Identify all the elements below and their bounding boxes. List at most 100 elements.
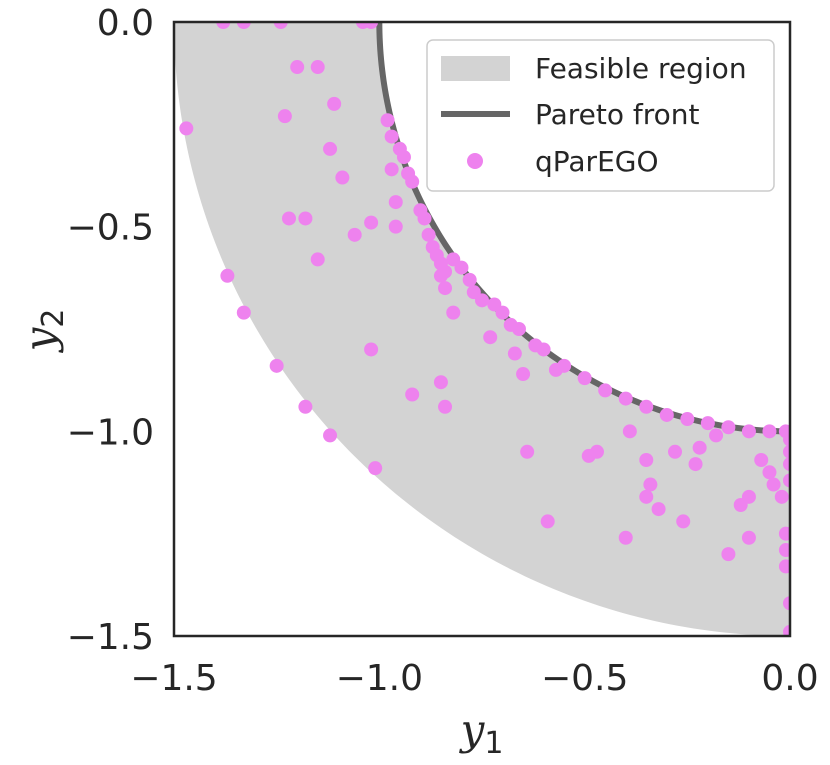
legend-swatch-qparego: [467, 153, 483, 169]
data-point: [783, 444, 790, 459]
data-point: [433, 268, 448, 283]
data-point: [520, 444, 535, 459]
data-point: [639, 399, 654, 414]
data-point: [380, 113, 395, 128]
y-axis-label-sub: 2: [36, 309, 71, 328]
data-point: [639, 452, 654, 467]
data-point: [298, 211, 313, 226]
x-axis-label: y1: [459, 705, 504, 761]
data-point: [462, 272, 477, 287]
data-point: [327, 96, 342, 111]
data-point: [548, 362, 563, 377]
data-point: [368, 461, 383, 476]
data-point: [783, 596, 790, 611]
data-point: [475, 293, 489, 308]
data-point: [589, 444, 604, 459]
x-tick-label: 0.0: [761, 658, 818, 699]
data-point: [323, 428, 338, 443]
y-tick-label: 0.0: [97, 3, 154, 44]
y-tick-labels: −1.5 −1.0 −0.5 0.0: [67, 3, 154, 658]
data-point: [774, 489, 789, 504]
data-point: [323, 141, 338, 156]
legend-swatch-feasible: [441, 56, 510, 81]
legend-label-qparego: qParEGO: [535, 145, 659, 178]
data-point: [516, 367, 531, 382]
data-point: [290, 60, 305, 75]
data-point: [783, 624, 790, 636]
data-point: [347, 227, 362, 242]
y-tick-label: −1.0: [67, 412, 154, 453]
data-point: [384, 162, 399, 177]
data-point: [540, 514, 555, 529]
data-point: [741, 424, 756, 439]
data-point: [388, 219, 403, 234]
data-point: [405, 174, 420, 189]
data-point: [388, 195, 403, 210]
x-tick-label: −1.5: [130, 658, 217, 699]
data-point: [778, 543, 790, 558]
data-point: [741, 489, 756, 504]
data-point: [639, 489, 654, 504]
data-point: [310, 252, 325, 267]
data-point: [536, 342, 551, 357]
data-point: [335, 170, 350, 185]
data-point: [310, 60, 325, 75]
data-point: [778, 526, 790, 541]
data-point: [651, 502, 666, 517]
x-tick-label: −1.0: [336, 658, 423, 699]
data-point: [721, 420, 736, 435]
data-point: [783, 457, 790, 472]
data-point: [421, 227, 436, 242]
plot-frame: [172, 20, 792, 638]
data-point: [438, 399, 453, 414]
data-point: [754, 452, 769, 467]
data-point: [783, 473, 790, 488]
legend-label-pareto: Pareto front: [535, 98, 700, 131]
data-point: [762, 424, 777, 439]
x-axis-label-sub: 1: [484, 726, 503, 761]
data-point: [622, 424, 637, 439]
x-tick-labels: −1.5 −1.0 −0.5 0.0: [130, 658, 818, 699]
data-point: [273, 22, 288, 29]
data-point: [269, 358, 284, 373]
data-point: [405, 387, 420, 402]
data-point: [618, 391, 633, 406]
x-axis-label-main: y: [459, 705, 486, 754]
data-point: [281, 211, 296, 226]
legend-box: [426, 39, 775, 192]
data-point: [676, 514, 691, 529]
data-point: [643, 477, 658, 492]
data-point: [766, 477, 781, 492]
data-point: [692, 440, 707, 455]
data-point: [577, 371, 592, 386]
data-point: [700, 416, 715, 431]
data-point: [483, 330, 498, 345]
data-point: [511, 322, 526, 336]
data-point: [438, 281, 453, 296]
data-point: [454, 260, 469, 275]
y-tick-label: −1.5: [67, 617, 154, 658]
data-point: [668, 444, 683, 459]
data-point: [659, 407, 674, 422]
data-point: [220, 268, 235, 283]
y-tick-label: −0.5: [67, 208, 154, 249]
data-point: [236, 305, 251, 320]
data-point: [680, 412, 695, 427]
data-point: [446, 305, 461, 320]
data-point: [598, 383, 613, 398]
data-point: [396, 150, 411, 165]
data-point: [507, 346, 522, 361]
data-point: [433, 375, 448, 390]
y-axis-label: y2: [15, 309, 71, 354]
data-point: [364, 215, 379, 230]
data-point: [384, 129, 399, 144]
data-point: [721, 547, 736, 562]
data-point: [783, 432, 790, 447]
feasible-region: [174, 22, 790, 636]
legend: Feasible region Pareto front qParEGO: [426, 39, 775, 192]
data-point: [709, 428, 724, 443]
data-point: [618, 530, 633, 545]
data-point: [762, 465, 777, 480]
data-point: [495, 305, 510, 320]
